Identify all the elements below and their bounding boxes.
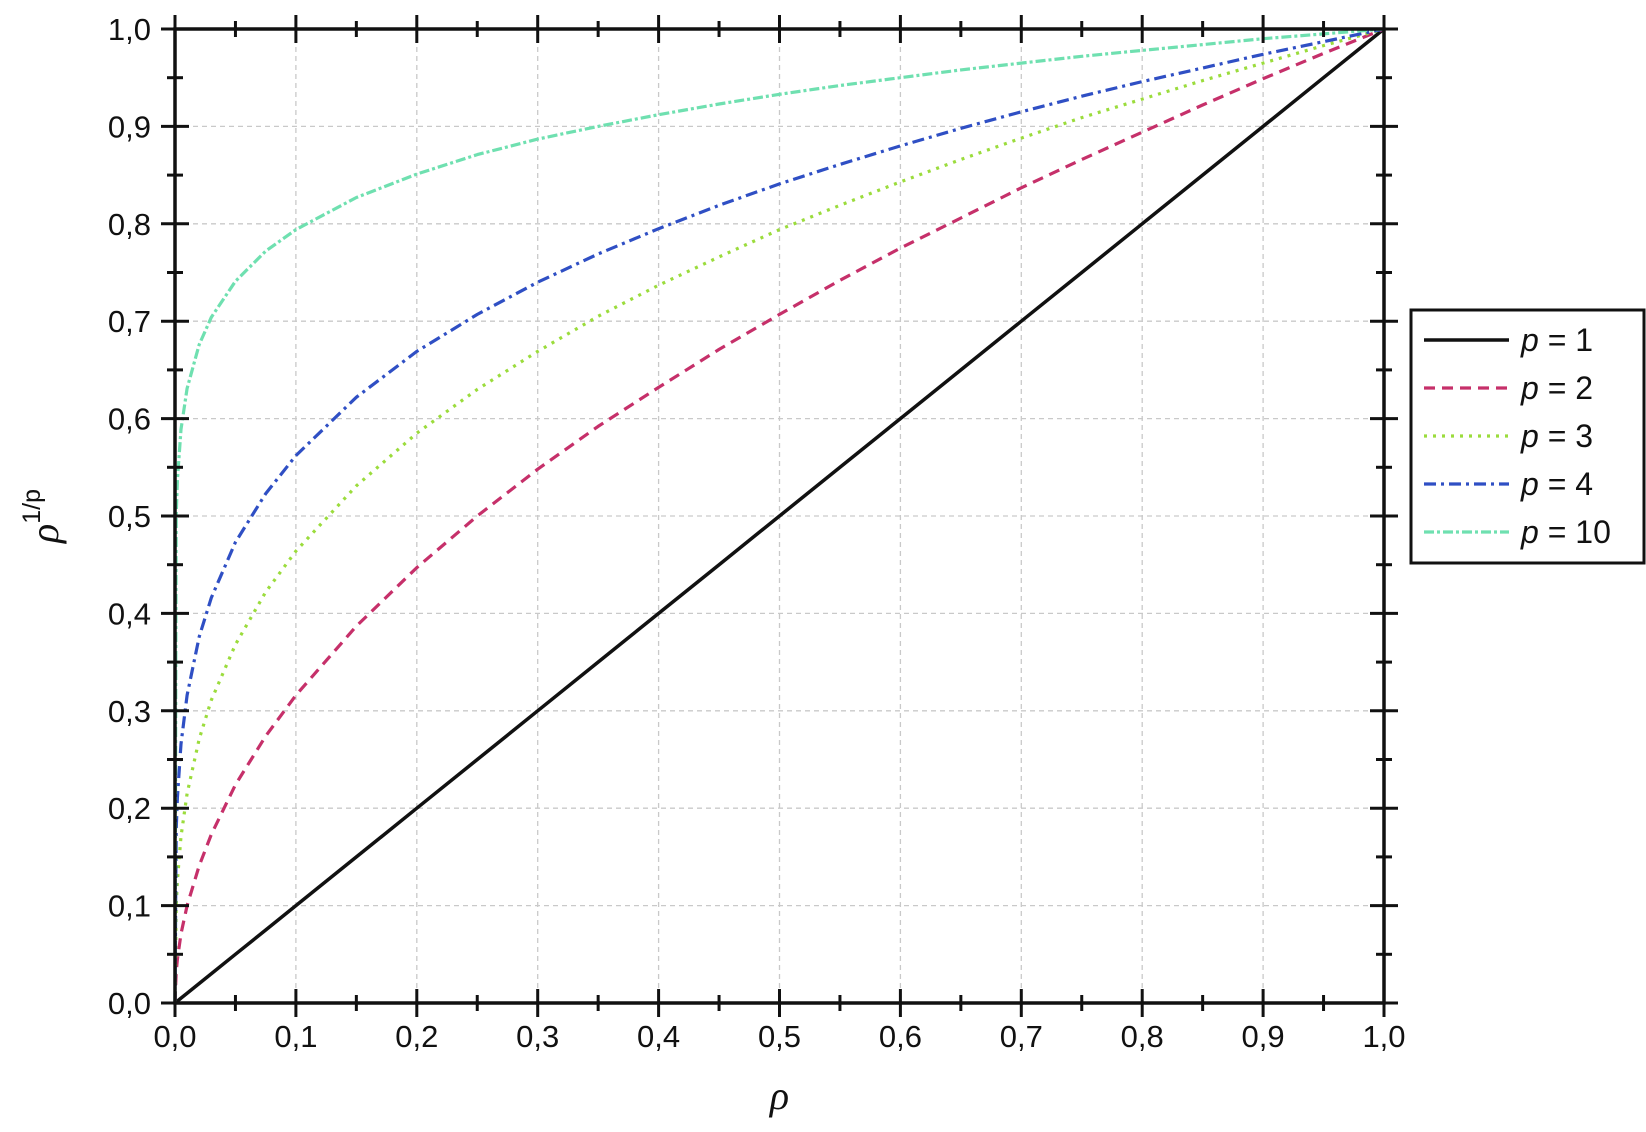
y-axis-label: ρ1/p	[18, 489, 67, 545]
y-tick-label: 0,4	[108, 596, 151, 631]
legend-eq: =	[1539, 370, 1575, 406]
y-tick-label: 0,2	[108, 791, 151, 826]
legend-eq: =	[1539, 322, 1575, 358]
y-tick-label: 0,8	[108, 207, 151, 242]
y-tick-label: 0,5	[108, 499, 151, 534]
y-tick-labels: 0,0 0,1 0,2 0,3 0,4 0,5 0,6 0,7 0,8 0,9 1,0	[108, 12, 151, 1021]
y-axis-label-sup: 1/p	[18, 489, 46, 524]
x-tick-label: 0,3	[516, 1019, 559, 1054]
legend-value: 3	[1575, 418, 1593, 454]
legend: p = 1p = 2p = 3p = 4p = 10	[1409, 308, 1646, 565]
axis-ticks	[161, 15, 1398, 1017]
x-tick-label: 0,6	[879, 1019, 922, 1054]
y-tick-label: 1,0	[108, 12, 151, 47]
grid-lines	[175, 29, 1384, 1003]
x-tick-label: 1,0	[1362, 1019, 1405, 1054]
y-tick-label: 0,7	[108, 304, 151, 339]
legend-eq: =	[1539, 418, 1575, 454]
x-tick-label: 0,0	[153, 1019, 196, 1054]
legend-value: 1	[1575, 322, 1593, 358]
legend-eq: =	[1539, 466, 1575, 502]
legend-eq: =	[1539, 514, 1575, 550]
legend-var: p	[1520, 418, 1539, 454]
legend-label-p-4: p = 4	[1520, 466, 1593, 502]
y-tick-label: 0,6	[108, 402, 151, 437]
legend-var: p	[1520, 370, 1539, 406]
legend-value: 10	[1575, 514, 1611, 550]
legend-box	[1409, 308, 1646, 565]
series-lines	[173, 27, 1386, 1005]
y-tick-label: 0,9	[108, 109, 151, 144]
y-tick-label: 0,1	[108, 889, 151, 924]
series-line-p-1	[173, 27, 1386, 1005]
series-line-p-4	[173, 27, 1385, 1004]
series-line-p-3	[173, 27, 1385, 1004]
legend-label-p-3: p = 3	[1520, 418, 1593, 454]
legend-var: p	[1520, 466, 1539, 502]
x-tick-label: 0,5	[758, 1019, 801, 1054]
legend-label-p-2: p = 2	[1520, 370, 1593, 406]
series-line-p-10	[173, 27, 1385, 1004]
legend-label-p-1: p = 1	[1520, 322, 1593, 358]
y-axis-label-base: ρ	[22, 524, 67, 545]
legend-var: p	[1520, 514, 1539, 550]
x-tick-label: 0,2	[395, 1019, 438, 1054]
x-tick-label: 0,4	[637, 1019, 680, 1054]
x-axis-label: ρ	[768, 1073, 789, 1118]
x-tick-label: 0,9	[1242, 1019, 1285, 1054]
legend-value: 4	[1575, 466, 1593, 502]
y-tick-label: 0,3	[108, 694, 151, 729]
legend-label-p-10: p = 10	[1520, 514, 1611, 550]
legend-value: 2	[1575, 370, 1593, 406]
series-line-p-2	[173, 27, 1385, 1004]
legend-var: p	[1520, 322, 1539, 358]
x-tick-labels: 0,0 0,1 0,2 0,3 0,4 0,5 0,6 0,7 0,8 0,9 1,0	[153, 1019, 1405, 1054]
y-tick-label: 0,0	[108, 986, 151, 1021]
x-tick-label: 0,1	[274, 1019, 317, 1054]
x-tick-label: 0,7	[1000, 1019, 1043, 1054]
x-tick-label: 0,8	[1121, 1019, 1164, 1054]
